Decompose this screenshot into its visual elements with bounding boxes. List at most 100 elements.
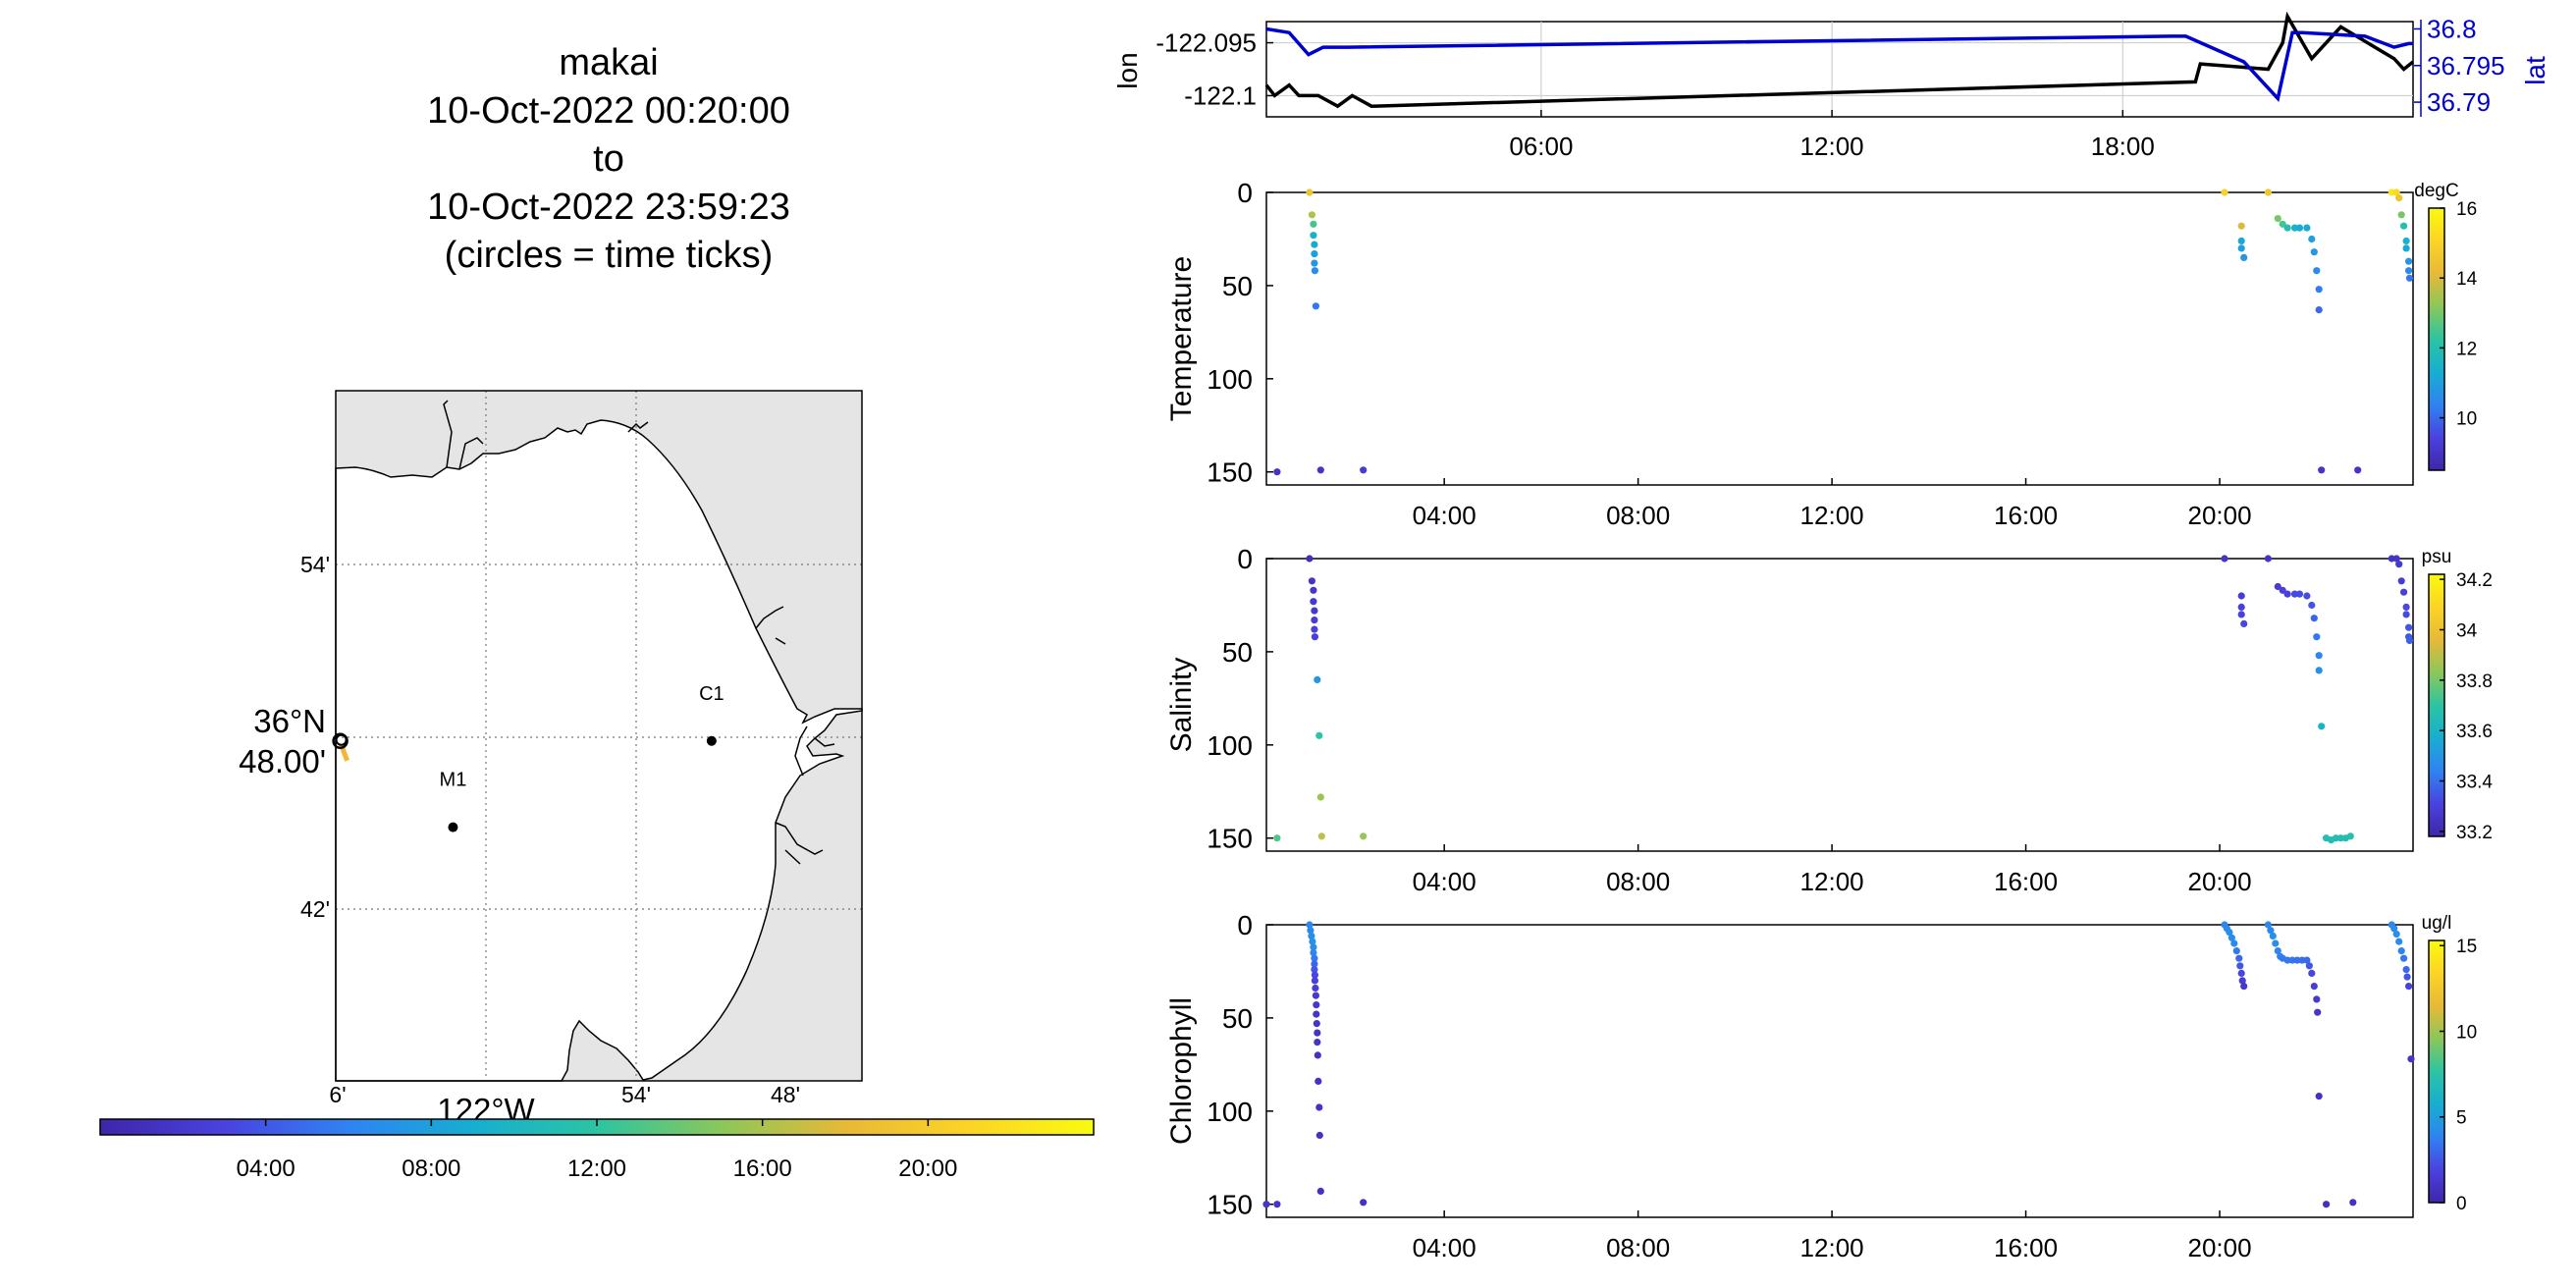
temperature-data-point (1306, 188, 1314, 196)
position-x-tick-label: 06:00 (1509, 132, 1573, 161)
salinity-data-point (2274, 582, 2281, 591)
salinity-data-point (2310, 615, 2318, 622)
salinity-data-point (2313, 633, 2321, 641)
chlorophyll-data-point (2269, 932, 2277, 940)
chlorophyll-x-tick-label: 16:00 (1994, 1233, 2058, 1262)
temperature-data-point (2315, 286, 2323, 294)
position-right-tick-label: 36.8 (2427, 14, 2477, 43)
chlorophyll-data-point (2267, 927, 2275, 935)
chlorophyll-data-point (1311, 977, 1318, 985)
chlorophyll-ylabel: Chlorophyll (1165, 997, 1198, 1145)
chlorophyll-data-point (1310, 948, 1317, 957)
chlorophyll-data-point (2274, 947, 2281, 955)
chlorophyll-colorbar-tick-label: 15 (2456, 937, 2477, 957)
map-y-tick-3: 42' (300, 896, 330, 922)
chlorophyll-x-tick-label: 08:00 (1606, 1233, 1670, 1262)
salinity-y-tick-label: 150 (1207, 824, 1253, 854)
temperature-data-point (2402, 237, 2410, 244)
temperature-colorbar-tick-label: 16 (2456, 199, 2477, 220)
salinity-data-point (2397, 577, 2405, 585)
temperature-data-point (2290, 224, 2299, 232)
chlorophyll-data-point (1311, 954, 1318, 962)
salinity-x-tick-label: 12:00 (1800, 867, 1864, 896)
chlorophyll-data-point (1360, 1199, 1368, 1207)
chlorophyll-colorbar (2428, 939, 2445, 1204)
chlorophyll-data-point (2308, 969, 2316, 978)
title-line-2: 10-Oct-2022 00:20:00 (427, 90, 790, 132)
chlorophyll-data-point (1313, 1001, 1320, 1009)
salinity-colorbar-tick-label: 33.8 (2456, 671, 2493, 692)
chlorophyll-data-point (1313, 1010, 1320, 1018)
salinity-data-point (1310, 598, 1317, 606)
temperature-x-tick-label: 08:00 (1606, 501, 1670, 530)
temperature-data-point (1311, 267, 1318, 275)
map-x-tick-2: 54' (621, 1082, 651, 1107)
position-x-tick-label: 12:00 (1800, 132, 1864, 161)
chlorophyll-data-point (1306, 921, 1314, 929)
salinity-data-point (2264, 555, 2272, 563)
chlorophyll-y-tick-label: 0 (1237, 910, 1253, 940)
salinity-data-point (2336, 834, 2344, 842)
salinity-data-point (1311, 607, 1318, 615)
time-colorbar-tick-label: 08:00 (402, 1155, 460, 1182)
position-panel: 06:00 12:00 18:00 -122.095 -122.1 36.8 36.795 3… (1112, 11, 2550, 161)
temperature-data-point (2295, 224, 2304, 232)
salinity-data-point (2283, 590, 2291, 598)
chlorophyll-colorbar-tick-label: 10 (2456, 1022, 2477, 1043)
chlorophyll-data-point (2403, 973, 2411, 981)
salinity-data-point (1310, 586, 1317, 594)
temperature-y-tick-label: 100 (1207, 364, 1253, 395)
salinity-y-tick-label: 50 (1222, 637, 1253, 668)
position-right-tick-label: 36.795 (2427, 51, 2505, 80)
salinity-data-point (2392, 555, 2400, 563)
temperature-y-tick-label: 150 (1207, 457, 1253, 488)
salinity-colorbar-unit: psu (2422, 547, 2452, 567)
temperature-data-point (2308, 235, 2316, 243)
lon-series-line (1264, 11, 2415, 109)
chlorophyll-data-point (1315, 1131, 1323, 1140)
title-line-3: to (593, 138, 624, 180)
salinity-data-point (2346, 832, 2354, 840)
salinity-data-point (2402, 611, 2410, 618)
salinity-data-point (2315, 667, 2323, 674)
chlorophyll-data-point (2400, 954, 2408, 962)
temperature-colorbar-tick-label: 10 (2456, 409, 2477, 430)
chlorophyll-data-point (1315, 1103, 1323, 1111)
temperature-data-point (2303, 224, 2311, 232)
chlorophyll-data-point (2395, 938, 2403, 945)
chlorophyll-data-point (1262, 1201, 1270, 1208)
map-y-label: 36°N (253, 703, 326, 739)
map-elkhorn (794, 725, 835, 777)
salinity-x-tick-label: 08:00 (1606, 867, 1670, 896)
title-line-4: 10-Oct-2022 23:59:23 (427, 187, 790, 228)
temperature-y-tick-label: 0 (1237, 178, 1253, 208)
salinity-data-point (2318, 723, 2326, 730)
salinity-x-tick-label: 16:00 (1994, 867, 2058, 896)
title-line-5: (circles = time ticks) (444, 235, 774, 276)
station-m1-label: M1 (440, 770, 467, 791)
position-right-tick-label: 36.79 (2427, 87, 2491, 117)
chlorophyll-x-tick-label: 12:00 (1800, 1233, 1864, 1262)
chlorophyll-data-point (2283, 956, 2291, 964)
salinity-data-point (2405, 623, 2413, 631)
salinity-data-point (1317, 832, 1325, 840)
chlorophyll-data-point (2405, 983, 2413, 991)
chlorophyll-data-point (2407, 1055, 2415, 1063)
chlorophyll-colorbar-tick-label: 0 (2456, 1194, 2467, 1214)
chlorophyll-data-point (1316, 1187, 1324, 1195)
salinity-data-point (2402, 603, 2410, 612)
chlorophyll-data-point (1310, 943, 1317, 951)
chlorophyll-data-point (1315, 1077, 1322, 1085)
chlorophyll-data-point (1314, 1029, 1321, 1037)
temperature-data-point (2318, 466, 2326, 474)
chlorophyll-data-point (2237, 969, 2245, 978)
salinity-frame (1265, 558, 2414, 852)
time-colorbar: 04:00 08:00 12:00 16:00 20:00 (99, 1118, 1095, 1182)
temperature-data-point (1311, 241, 1318, 248)
temperature-data-point (2405, 257, 2413, 265)
temperature-data-point (2405, 267, 2413, 275)
chlorophyll-colorbar-tick-label: 5 (2456, 1108, 2467, 1129)
position-left-tick-label: -122.095 (1155, 28, 1257, 58)
salinity-data-point (2237, 611, 2245, 618)
chlorophyll-data-point (1309, 938, 1316, 945)
